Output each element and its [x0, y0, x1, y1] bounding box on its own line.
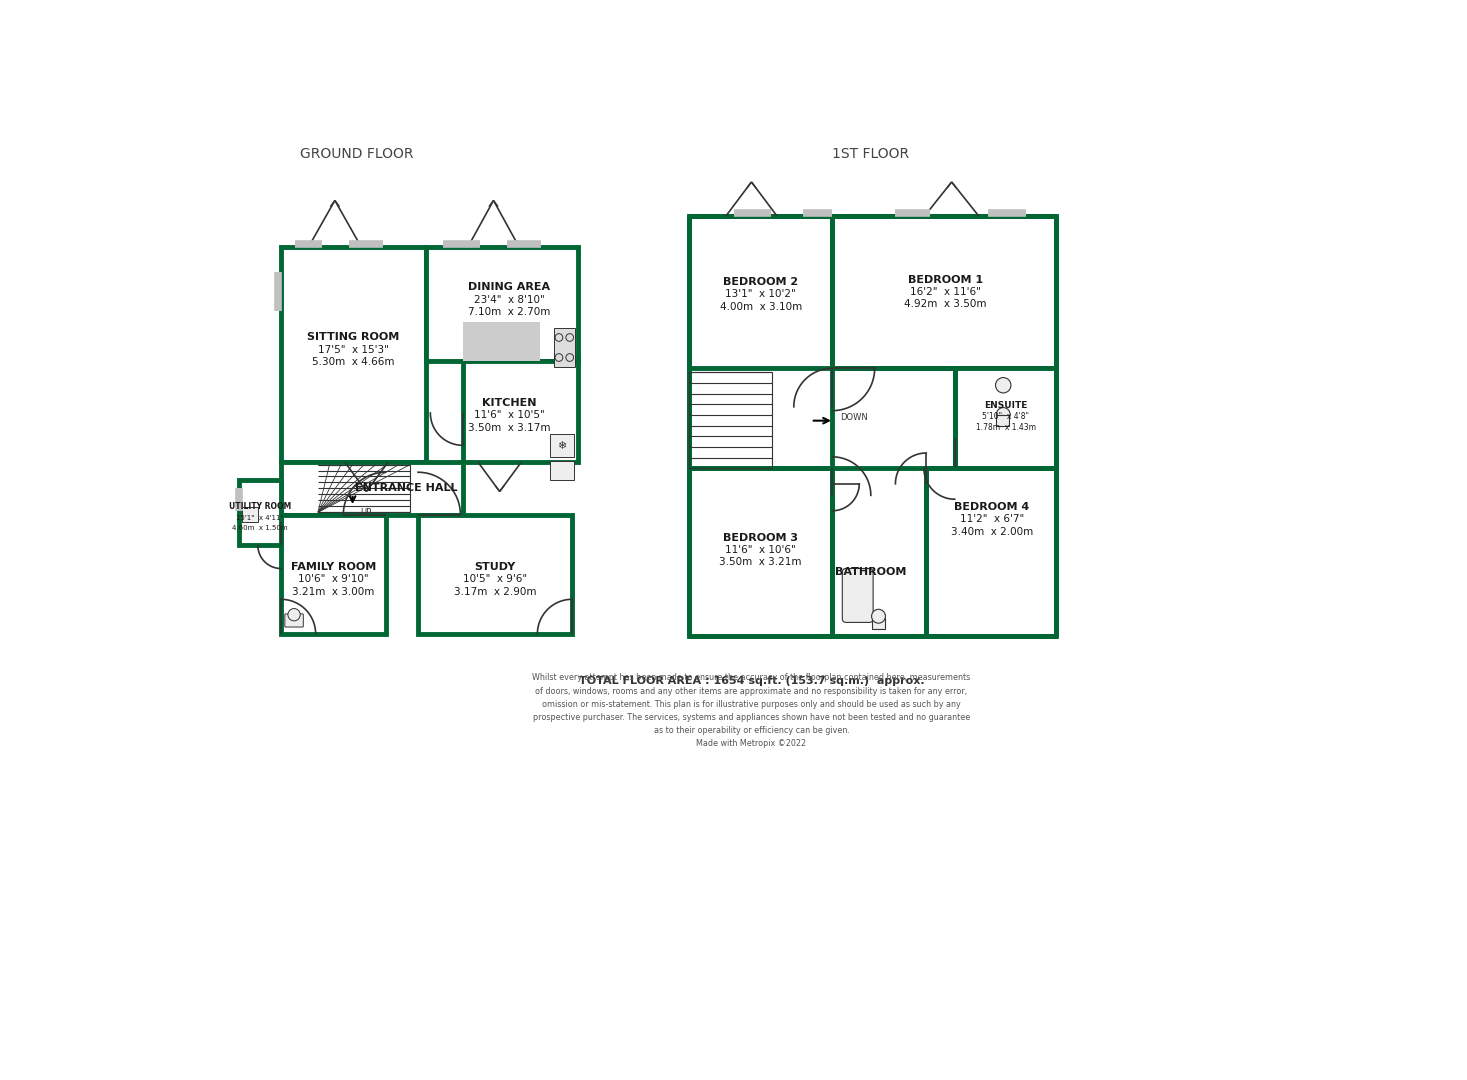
Text: BATHROOM: BATHROOM: [835, 567, 907, 578]
Circle shape: [288, 608, 301, 621]
Text: 1ST FLOOR: 1ST FLOOR: [832, 147, 910, 161]
Bar: [689, 216, 832, 368]
Bar: [282, 514, 386, 634]
Text: FAMILY ROOM: FAMILY ROOM: [290, 562, 376, 572]
Text: SITTING ROOM: SITTING ROOM: [307, 333, 399, 342]
Bar: [550, 434, 574, 457]
Bar: [550, 461, 574, 480]
Bar: [239, 480, 282, 545]
Bar: [955, 368, 1056, 469]
Text: 13'1"  x 10'2": 13'1" x 10'2": [725, 289, 797, 299]
Bar: [553, 328, 575, 367]
Bar: [282, 462, 462, 514]
FancyBboxPatch shape: [285, 613, 304, 627]
Text: KITCHEN: KITCHEN: [481, 397, 535, 408]
Text: 11'6"  x 10'6": 11'6" x 10'6": [725, 545, 797, 555]
Text: 5.30m  x 4.66m: 5.30m x 4.66m: [312, 357, 395, 367]
Text: DOWN: DOWN: [841, 413, 868, 422]
Text: Whilst every attempt has been made to ensure the accuracy of the floorplan conta: Whilst every attempt has been made to en…: [533, 674, 971, 748]
Bar: [462, 361, 578, 462]
Text: TOTAL FLOOR AREA : 1654 sq.ft. (153.7 sq.m.)  approx.: TOTAL FLOOR AREA : 1654 sq.ft. (153.7 sq…: [578, 676, 924, 686]
Text: 3.50m  x 3.21m: 3.50m x 3.21m: [719, 557, 802, 567]
Text: BEDROOM 1: BEDROOM 1: [908, 274, 983, 285]
Text: 7.10m  x 2.70m: 7.10m x 2.70m: [468, 307, 550, 318]
Text: 23'4"  x 8'10": 23'4" x 8'10": [474, 295, 544, 305]
Bar: [689, 469, 832, 636]
Text: GROUND FLOOR: GROUND FLOOR: [299, 147, 414, 161]
Bar: [873, 618, 885, 629]
Text: 5'10"  x 4'8": 5'10" x 4'8": [981, 413, 1028, 421]
Text: 10'6"  x 9'10": 10'6" x 9'10": [298, 575, 368, 584]
Text: 3.21m  x 3.00m: 3.21m x 3.00m: [292, 586, 374, 596]
Text: 11'6"  x 10'5": 11'6" x 10'5": [474, 410, 544, 420]
Circle shape: [996, 378, 1011, 393]
Bar: [425, 246, 578, 361]
Text: ENSUITE: ENSUITE: [984, 401, 1027, 409]
Bar: [462, 322, 540, 361]
Text: ❄: ❄: [557, 441, 566, 451]
Text: 1.78m  x 1.43m: 1.78m x 1.43m: [976, 423, 1036, 432]
Bar: [418, 514, 572, 634]
Text: 3.40m  x 2.00m: 3.40m x 2.00m: [951, 527, 1033, 537]
Bar: [242, 507, 258, 523]
Text: BEDROOM 4: BEDROOM 4: [954, 502, 1030, 512]
Text: 3.50m  x 3.17m: 3.50m x 3.17m: [468, 422, 550, 433]
Text: 4.60m  x 1.50m: 4.60m x 1.50m: [232, 525, 288, 530]
Text: 16'2"  x 11'6": 16'2" x 11'6": [910, 287, 981, 297]
Circle shape: [871, 609, 886, 623]
Circle shape: [996, 407, 1011, 421]
Bar: [832, 216, 1056, 368]
Text: 17'5"  x 15'3": 17'5" x 15'3": [318, 345, 389, 355]
Text: UP: UP: [361, 508, 371, 517]
Bar: [832, 469, 926, 636]
FancyBboxPatch shape: [842, 568, 873, 622]
Text: 4.00m  x 3.10m: 4.00m x 3.10m: [720, 301, 802, 312]
Text: BEDROOM 2: BEDROOM 2: [723, 278, 798, 287]
Text: 10'5"  x 9'6": 10'5" x 9'6": [464, 575, 527, 584]
Text: BEDROOM 3: BEDROOM 3: [723, 532, 798, 542]
Bar: [926, 469, 1056, 636]
Text: ENTRANCE HALL: ENTRANCE HALL: [355, 483, 458, 492]
Text: 15'1"  x 4'11": 15'1" x 4'11": [236, 515, 285, 521]
Text: STUDY: STUDY: [474, 562, 516, 572]
Bar: [282, 246, 425, 462]
Text: 3.17m  x 2.90m: 3.17m x 2.90m: [453, 586, 537, 596]
Text: UTILITY ROOM: UTILITY ROOM: [229, 502, 292, 512]
Text: 4.92m  x 3.50m: 4.92m x 3.50m: [904, 299, 987, 309]
Bar: [996, 416, 1009, 426]
Text: DINING AREA: DINING AREA: [468, 283, 550, 293]
Text: 11'2"  x 6'7": 11'2" x 6'7": [959, 514, 1024, 524]
